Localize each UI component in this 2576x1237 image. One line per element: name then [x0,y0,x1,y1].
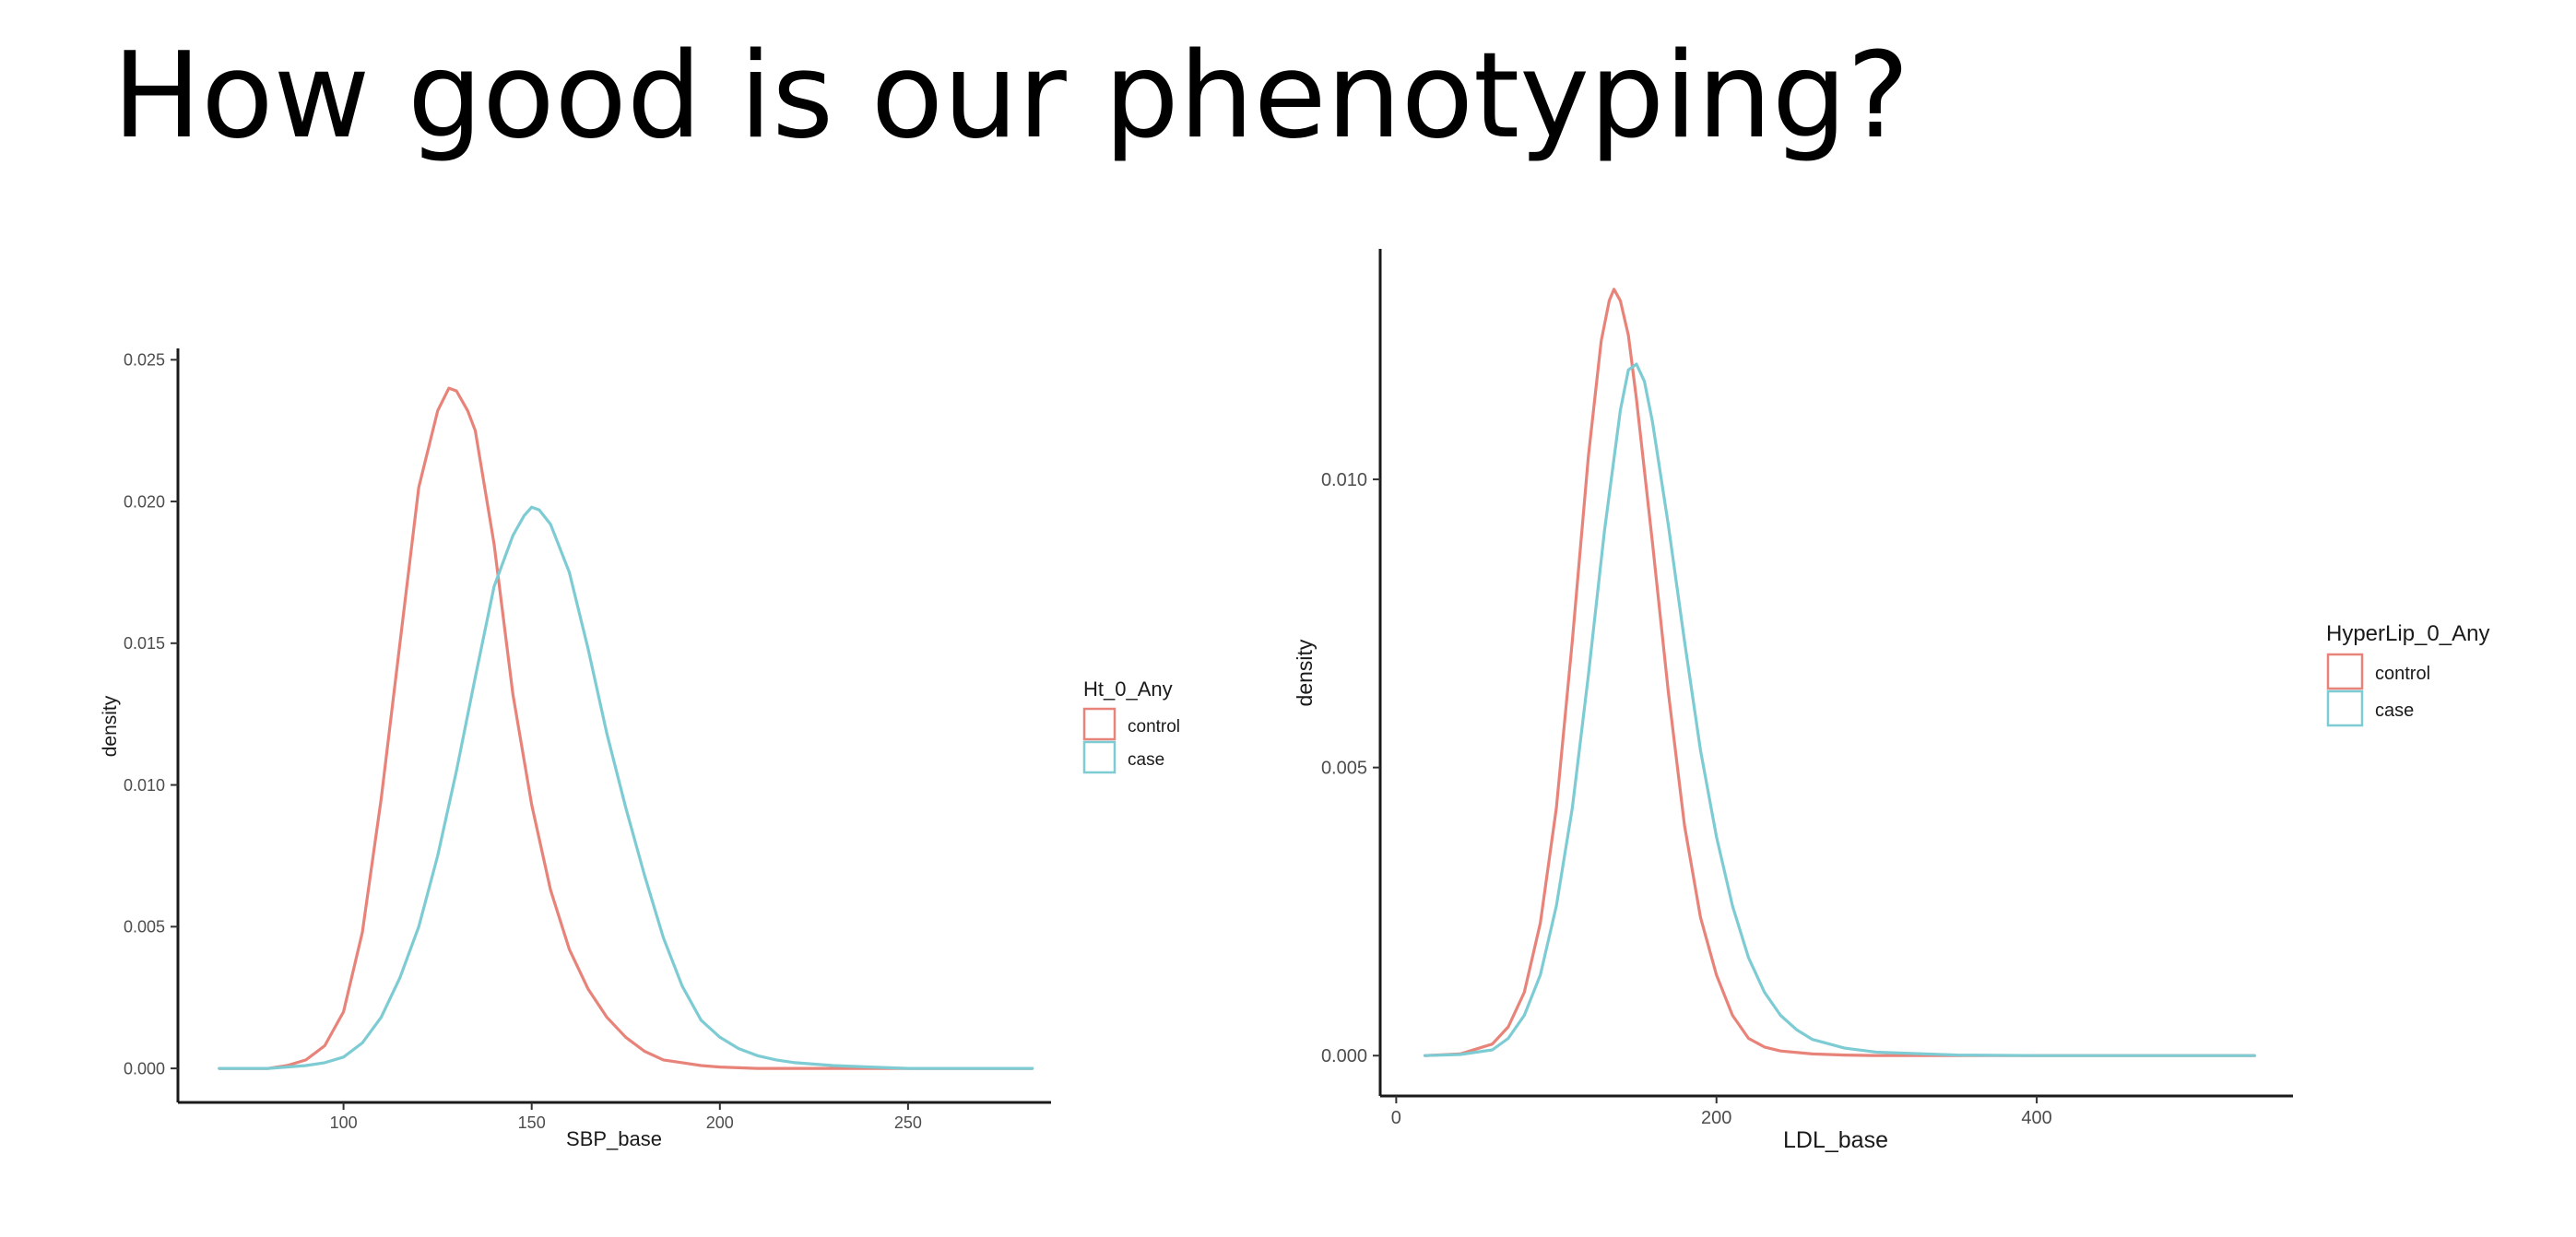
ldl-legend-key-case [2326,689,2364,727]
ldl-legend-label-case: case [2375,701,2414,721]
ldl-series-control-line [1423,288,2256,1057]
ldl-x-axis-title: LDL_base [1783,1127,1888,1153]
ldl-series-case-line [1423,362,2256,1057]
sbp-legend-label-case: case [1128,750,1164,770]
sbp-legend-key-control [1082,707,1117,741]
ldl-y-tick-label: 0.000 [1321,1046,1367,1066]
sbp-series-control-line [218,386,1034,1070]
ldl-x-tick-label: 400 [2021,1108,2051,1128]
sbp-y-ticks: 0.000 0.005 0.010 0.015 0.020 0.025 [124,351,178,1078]
ldl-series [1423,288,2256,1057]
ldl-x-ticks: 0 200 400 [1391,1096,2052,1128]
sbp-y-tick-label: 0.005 [124,918,165,937]
sbp-legend-key-case [1082,740,1117,774]
ldl-y-ticks: 0.000 0.005 0.010 [1321,470,1380,1066]
sbp-x-ticks: 100 150 200 250 [330,1102,922,1132]
ldl-legend: HyperLip_0_Any control case [2326,621,2489,727]
ldl-x-tick-label: 0 [1391,1108,1401,1128]
sbp-y-axis-title: density [100,695,121,757]
sbp-x-tick-label: 200 [706,1113,734,1132]
ldl-legend-key-control [2326,653,2364,690]
ldl-x-tick-label: 200 [1701,1108,1731,1128]
sbp-x-tick-label: 150 [518,1113,546,1132]
ldl-legend-label-control: control [2375,664,2430,684]
sbp-legend-title: Ht_0_Any [1083,677,1173,701]
sbp-x-tick-label: 100 [330,1113,358,1132]
sbp-series [218,386,1034,1070]
sbp-legend-label-control: control [1128,717,1180,736]
sbp-x-tick-label: 250 [894,1113,922,1132]
ldl-density-chart: 0.000 0.005 0.010 0 200 400 density LDL_base… [1293,249,2489,1153]
sbp-legend: Ht_0_Any control case [1082,677,1180,774]
sbp-x-axis-title: SBP_base [566,1127,662,1150]
sbp-density-chart: 0.000 0.005 0.010 0.015 0.020 0.025 100 150 200… [100,348,1180,1150]
sbp-x-axis: 100 150 200 250 [178,1101,1051,1132]
ldl-legend-title: HyperLip_0_Any [2326,621,2489,646]
sbp-y-tick-label: 0.020 [124,492,165,511]
sbp-y-tick-label: 0.010 [124,776,165,795]
sbp-y-tick-label: 0.025 [124,351,165,370]
slide-title: How good is our phenotyping? [112,28,1910,165]
sbp-series-case-line [218,505,1034,1070]
ldl-y-axis-title: density [1293,639,1317,706]
sbp-y-tick-label: 0.015 [124,634,165,653]
ldl-y-tick-label: 0.005 [1321,759,1367,779]
ldl-y-axis: 0.000 0.005 0.010 [1321,249,1382,1096]
ldl-y-tick-label: 0.010 [1321,470,1367,490]
sbp-y-axis: 0.000 0.005 0.010 0.015 0.020 0.025 [124,348,180,1102]
ldl-x-axis: 0 200 400 [1380,1094,2293,1128]
sbp-y-tick-label: 0.000 [124,1059,165,1078]
